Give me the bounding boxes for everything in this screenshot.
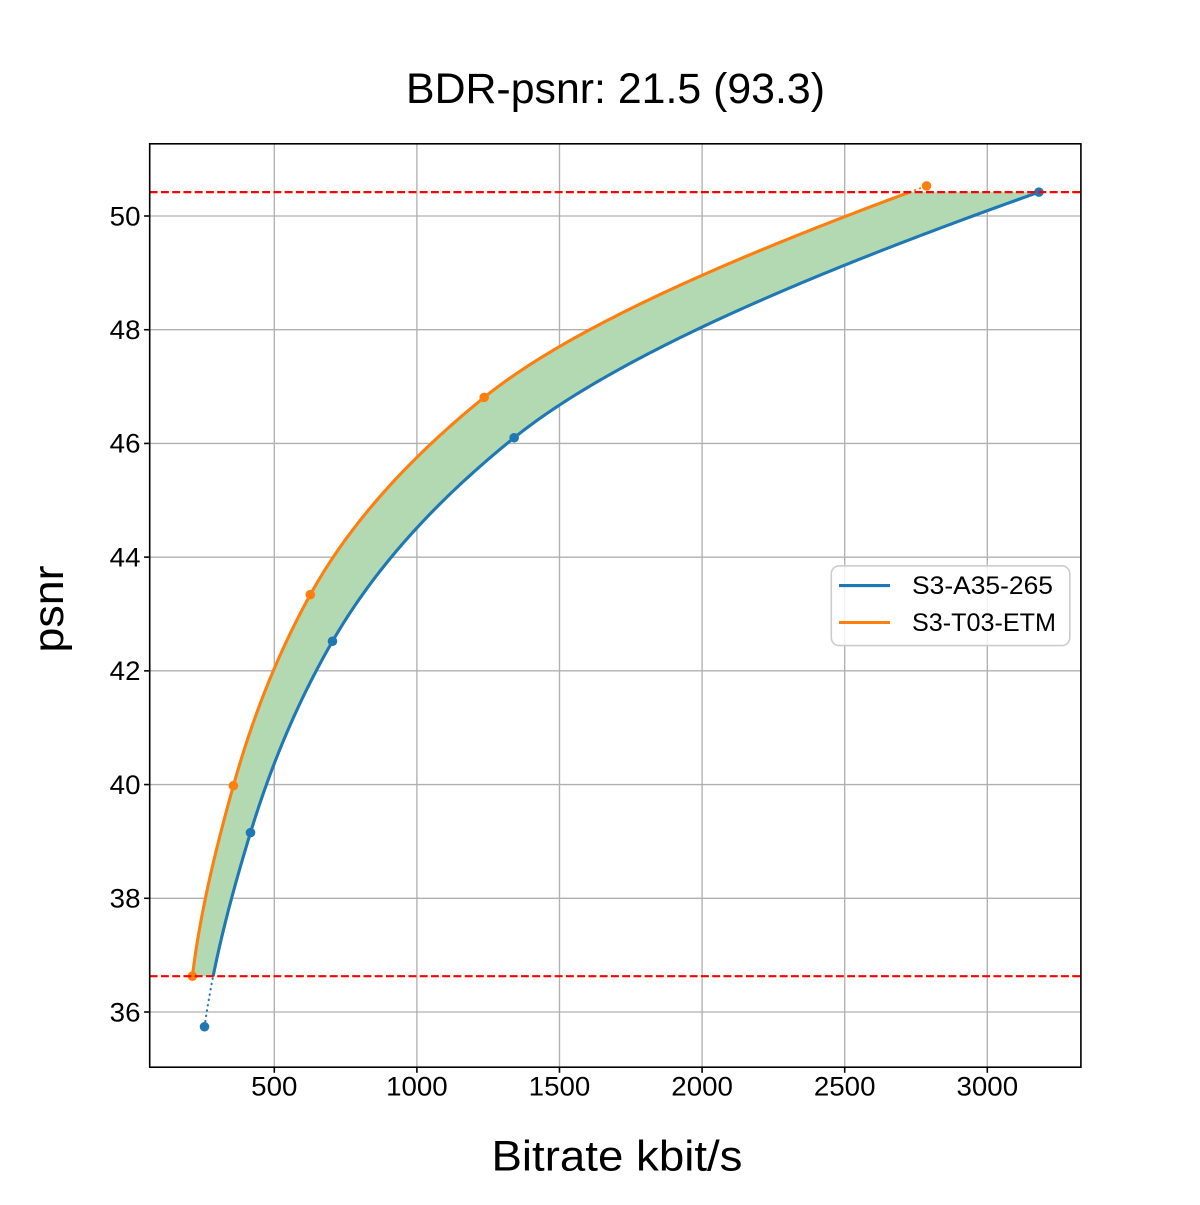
- svg-text:1500: 1500: [529, 1072, 591, 1102]
- svg-text:psnr: psnr: [26, 566, 73, 653]
- svg-text:500: 500: [251, 1072, 297, 1102]
- svg-text:S3-T03-ETM: S3-T03-ETM: [912, 610, 1056, 637]
- svg-text:BDR-psnr: 21.5 (93.3): BDR-psnr: 21.5 (93.3): [406, 66, 825, 113]
- svg-text:S3-A35-265: S3-A35-265: [912, 573, 1053, 600]
- svg-text:36: 36: [110, 997, 141, 1027]
- svg-text:38: 38: [110, 884, 141, 914]
- svg-text:44: 44: [110, 542, 141, 572]
- svg-text:50: 50: [110, 201, 141, 231]
- svg-text:3000: 3000: [957, 1072, 1019, 1102]
- svg-text:46: 46: [110, 429, 141, 459]
- svg-text:Bitrate kbit/s: Bitrate kbit/s: [492, 1134, 743, 1181]
- svg-text:40: 40: [110, 770, 141, 800]
- svg-text:2500: 2500: [814, 1072, 876, 1102]
- svg-text:2000: 2000: [671, 1072, 733, 1102]
- svg-text:42: 42: [110, 656, 141, 686]
- svg-text:1000: 1000: [386, 1072, 448, 1102]
- svg-text:48: 48: [110, 315, 141, 345]
